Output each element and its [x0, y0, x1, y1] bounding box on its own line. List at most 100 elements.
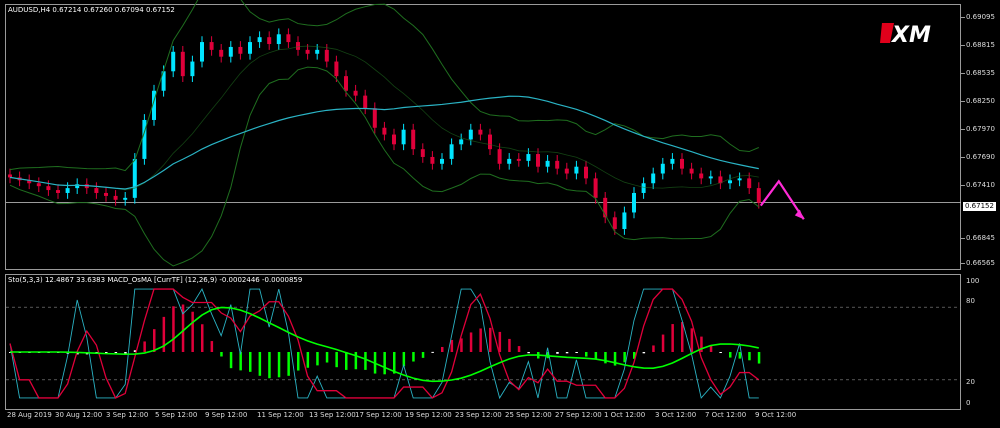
- candle-body: [75, 184, 80, 189]
- price-tick-label: 0.67410: [966, 181, 995, 189]
- price-tick-label: 0.68250: [966, 97, 995, 105]
- price-tick: [961, 45, 965, 46]
- macd-histogram-bar: [613, 352, 617, 366]
- candle-body: [651, 173, 656, 184]
- macd-histogram-bar: [681, 322, 684, 352]
- time-tick-label: 3 Sep 12:00: [106, 411, 149, 419]
- candle-body: [27, 180, 32, 184]
- candle-body: [430, 156, 435, 164]
- symbol-header: AUDUSD,H4 0.67214 0.67260 0.67094 0.6715…: [8, 6, 175, 14]
- candle-body: [104, 192, 108, 196]
- candle-body: [641, 183, 646, 193]
- macd-histogram-bar: [133, 350, 137, 352]
- macd-histogram-bar: [220, 352, 223, 357]
- candle-body: [574, 166, 579, 174]
- macd-histogram-bar: [450, 339, 454, 352]
- candle-body: [411, 129, 416, 150]
- time-tick-label: 1 Oct 12:00: [604, 411, 646, 419]
- time-tick-label: 9 Oct 12:00: [755, 411, 797, 419]
- candle-body: [209, 42, 214, 50]
- price-chart-pane[interactable]: [5, 4, 961, 270]
- price-tick-label: 0.69095: [966, 13, 995, 21]
- macd-histogram-bar: [585, 352, 588, 357]
- candle-body: [94, 188, 99, 193]
- xm-logo: XM: [880, 18, 950, 48]
- candle-body: [728, 180, 732, 184]
- macd-histogram-bar: [661, 334, 665, 352]
- price-tick: [961, 129, 965, 130]
- macd-histogram-bar: [383, 352, 386, 375]
- candle-body: [708, 176, 713, 179]
- price-tick-label: 0.68535: [966, 69, 995, 77]
- candle-body: [756, 188, 761, 203]
- macd-histogram-bar: [623, 352, 626, 363]
- price-tick: [961, 73, 965, 74]
- candle-body: [171, 51, 176, 72]
- macd-histogram-bar: [556, 352, 559, 354]
- price-tick: [961, 101, 965, 102]
- time-tick-label: 23 Sep 12:00: [455, 411, 502, 419]
- candle-body: [267, 37, 272, 45]
- candle-body: [670, 158, 675, 164]
- candle-body: [536, 154, 540, 167]
- macd-histogram-bar: [700, 336, 703, 352]
- price-tick-label: 0.67970: [966, 125, 995, 133]
- candle-body: [737, 178, 742, 181]
- stochastic-main-line: [9, 288, 759, 400]
- macd-histogram-bar: [287, 352, 290, 376]
- candle-body: [334, 61, 339, 77]
- candle-body: [123, 197, 128, 200]
- macd-histogram-bar: [402, 352, 406, 367]
- candle-body: [392, 134, 396, 145]
- candle-body: [478, 129, 483, 135]
- indicator-pane[interactable]: [5, 274, 961, 410]
- candle-body: [248, 42, 252, 54]
- candle-body: [344, 76, 348, 91]
- candle-body: [305, 49, 310, 54]
- macd-histogram-bar: [229, 352, 233, 369]
- indicator-tick-label: 100: [966, 277, 980, 285]
- time-tick-label: 9 Sep 12:00: [205, 411, 248, 419]
- macd-histogram-bar: [210, 341, 214, 352]
- time-tick-label: 27 Sep 12:00: [555, 411, 602, 419]
- forecast-arrow: [759, 179, 805, 220]
- candle-body: [276, 34, 281, 45]
- price-tick-label: 0.67690: [966, 153, 995, 161]
- candle-body: [564, 168, 569, 174]
- price-tick-label: 0.66565: [966, 259, 995, 267]
- time-tick-label: 30 Aug 12:00: [55, 411, 103, 419]
- macd-histogram-bar: [201, 324, 204, 352]
- indicator-tick-label: 80: [966, 297, 975, 305]
- candle-body: [632, 192, 636, 213]
- candle-body: [142, 119, 147, 159]
- forecast-arrow-head: [794, 209, 804, 220]
- time-tick-label: 17 Sep 12:00: [355, 411, 402, 419]
- bollinger-lower: [9, 66, 760, 267]
- candle-body: [603, 197, 608, 218]
- macd-histogram-bar: [114, 352, 118, 353]
- candle-body: [593, 178, 598, 198]
- macd-histogram-bar: [469, 332, 473, 352]
- macd-histogram-bar: [575, 352, 578, 353]
- macd-histogram-bar: [364, 352, 367, 370]
- macd-histogram-bar: [565, 352, 569, 354]
- candle-body: [622, 212, 627, 230]
- macd-histogram-bar: [277, 352, 281, 378]
- macd-histogram-bar: [258, 352, 262, 376]
- macd-histogram-bar: [431, 351, 434, 353]
- indicator-header: Sto(5,3,3) 12.4867 33.6383 MACD_OsMA [Cu…: [8, 276, 303, 284]
- macd-histogram-bar: [738, 352, 742, 359]
- macd-histogram-bar: [393, 352, 396, 374]
- candle-body: [689, 168, 694, 174]
- candle-body: [440, 158, 444, 164]
- macd-histogram-bar: [642, 352, 646, 354]
- time-tick-label: 28 Aug 2019: [7, 411, 52, 419]
- candle-body: [152, 90, 156, 120]
- macd-histogram-bar: [633, 352, 636, 359]
- macd-histogram-bar: [124, 352, 127, 354]
- macd-signal-line: [10, 306, 759, 383]
- macd-histogram-bar: [460, 338, 463, 352]
- bollinger-middle: [9, 45, 759, 191]
